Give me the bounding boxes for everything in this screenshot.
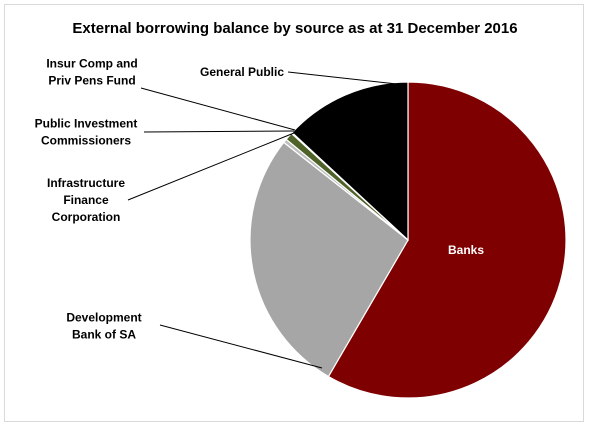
chart-title: External borrowing balance by source as … xyxy=(72,20,518,37)
slice-label-infrastructure-finance-corporation: Infrastructure Finance Corporation xyxy=(47,176,125,224)
leader-line-development-bank-of-sa xyxy=(159,324,323,369)
slice-label-general-public: General Public xyxy=(200,65,284,79)
leader-line-public-investment-commissioners xyxy=(143,130,295,133)
slice-label-banks: Banks xyxy=(448,243,484,257)
leader-line-insur-comp-and-priv-pens-fund xyxy=(140,87,296,131)
pie-slice-general-public xyxy=(291,81,409,242)
leader-line-infrastructure-finance-corporation xyxy=(127,132,295,201)
slice-label-insur-comp-and-priv-pens-fund: Insur Comp and Priv Pens Fund xyxy=(46,57,137,88)
leader-line-general-public xyxy=(287,71,407,86)
slice-label-development-bank-of-sa: Development Bank of SA xyxy=(66,311,141,342)
slice-label-public-investment-commissioners: Public Investment Commissioners xyxy=(35,117,138,148)
pie-slice-development-bank-of-sa xyxy=(249,141,409,378)
pie-slice-banks xyxy=(327,81,567,399)
